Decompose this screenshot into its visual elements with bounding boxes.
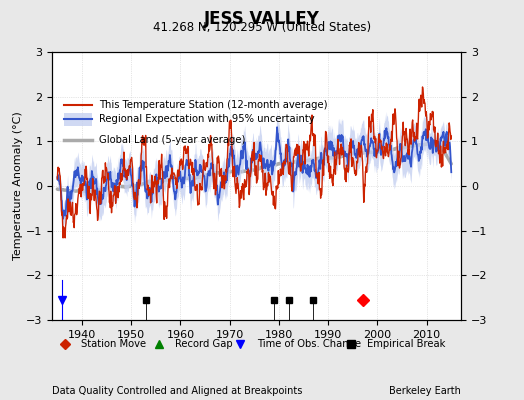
Text: Global Land (5-year average): Global Land (5-year average) — [99, 134, 245, 144]
Text: 41.268 N, 120.295 W (United States): 41.268 N, 120.295 W (United States) — [153, 21, 371, 34]
Text: This Temperature Station (12-month average): This Temperature Station (12-month avera… — [99, 100, 328, 110]
Y-axis label: Temperature Anomaly (°C): Temperature Anomaly (°C) — [14, 112, 24, 260]
Text: Data Quality Controlled and Aligned at Breakpoints: Data Quality Controlled and Aligned at B… — [52, 386, 303, 396]
Text: Empirical Break: Empirical Break — [367, 339, 445, 349]
Bar — [64, 113, 92, 126]
Text: JESS VALLEY: JESS VALLEY — [204, 10, 320, 28]
Text: Time of Obs. Change: Time of Obs. Change — [257, 339, 361, 349]
Text: Regional Expectation with 95% uncertainty: Regional Expectation with 95% uncertaint… — [99, 114, 314, 124]
Text: Berkeley Earth: Berkeley Earth — [389, 386, 461, 396]
Text: Record Gap: Record Gap — [175, 339, 233, 349]
Text: Station Move: Station Move — [81, 339, 146, 349]
